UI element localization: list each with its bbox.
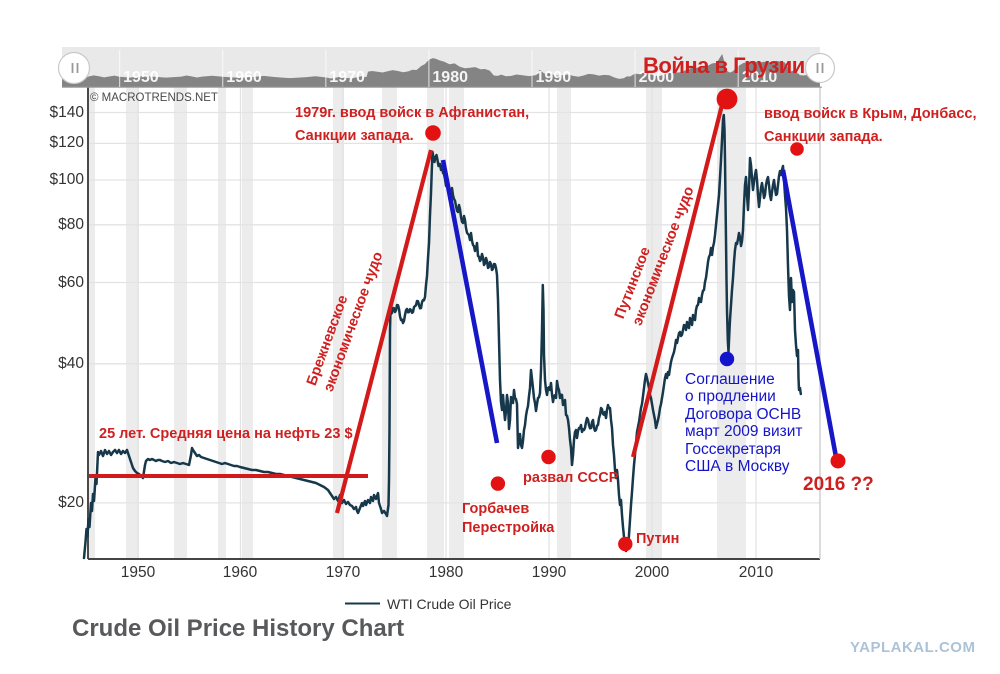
svg-text:2000: 2000 [639,69,675,86]
svg-text:1990: 1990 [536,69,572,86]
svg-text:1980: 1980 [432,69,468,86]
svg-text:1970: 1970 [329,69,365,86]
svg-text:2010: 2010 [742,69,778,86]
svg-text:1960: 1960 [226,69,262,86]
svg-text:1950: 1950 [123,69,159,86]
